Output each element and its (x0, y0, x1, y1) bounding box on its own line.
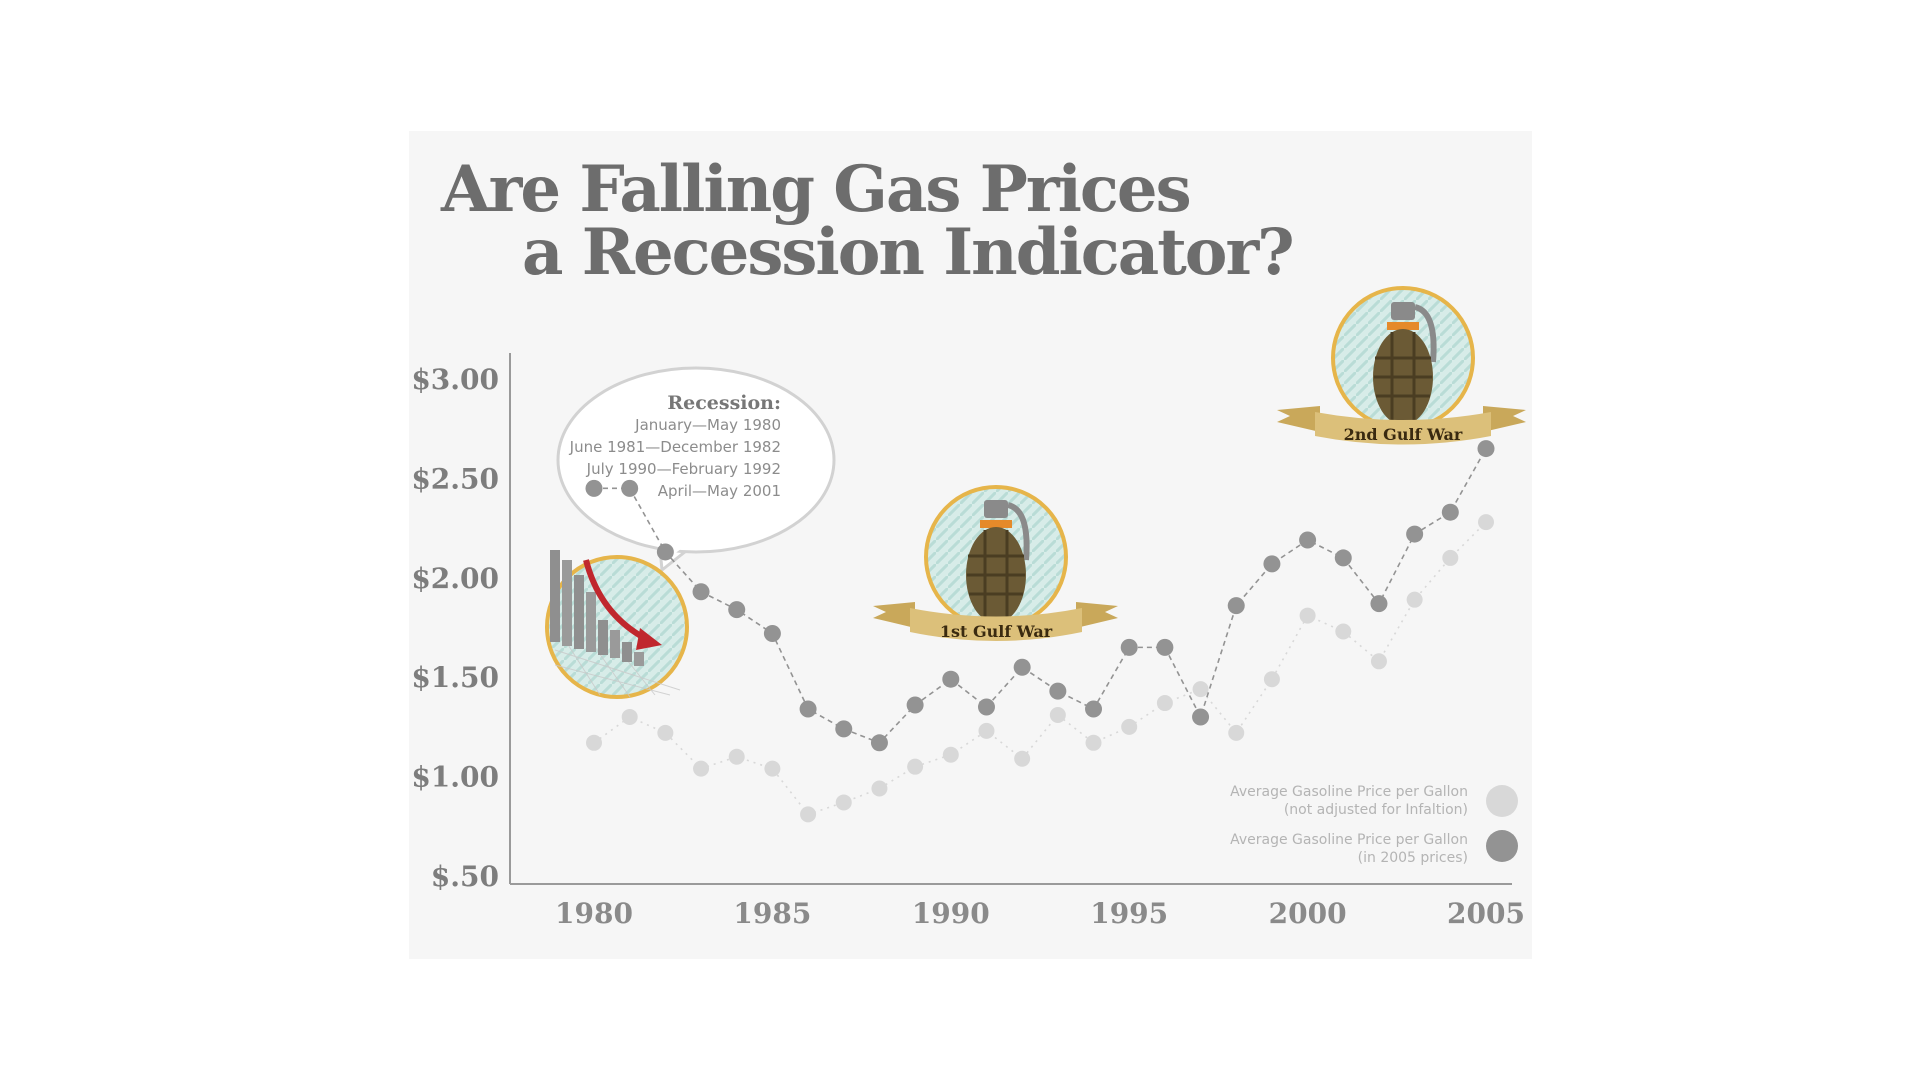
recession-period-1: January—May 1980 (634, 416, 781, 434)
nominal-price-point (728, 748, 745, 765)
legend: Average Gasoline Price per Gallon (not a… (1230, 784, 1518, 866)
grenade-icon (966, 500, 1030, 623)
y-tick-label: $2.50 (411, 462, 499, 495)
price-2005-point (1156, 638, 1174, 656)
legend-2005-line1: Average Gasoline Price per Gallon (1230, 832, 1468, 848)
x-tick-label: 1995 (1090, 897, 1168, 930)
price-2005-point (870, 734, 888, 752)
price-2005-point (1441, 503, 1459, 521)
x-tick-label: 2005 (1447, 897, 1525, 930)
x-tick-label: 2000 (1269, 897, 1347, 930)
first-gulf-war-label: 1st Gulf War (940, 622, 1053, 641)
legend-item-2005: Average Gasoline Price per Gallon (in 20… (1230, 830, 1518, 866)
nominal-price-point (978, 722, 995, 739)
series-2005-price (585, 440, 1495, 752)
legend-nominal-line2: (not adjusted for Infaltion) (1284, 802, 1468, 818)
price-2005-point (1192, 708, 1210, 726)
y-tick-labels: $.50 $1.00 $1.50 $2.00 $2.50 $3.00 (411, 363, 499, 893)
price-2005-point (1227, 597, 1245, 615)
legend-swatch-2005 (1486, 830, 1518, 862)
price-2005-point (906, 696, 924, 714)
price-2005-point (692, 583, 710, 601)
nominal-price-point (586, 734, 602, 751)
price-2005-point (1477, 440, 1495, 458)
first-gulf-war-badge: 1st Gulf War (873, 485, 1118, 641)
y-tick-label: $.50 (431, 860, 499, 893)
price-2005-point (977, 698, 995, 716)
nominal-price-point (621, 708, 638, 725)
nominal-price-point (800, 806, 817, 823)
legend-nominal-line1: Average Gasoline Price per Gallon (1230, 784, 1468, 800)
nominal-price-point (1014, 750, 1031, 767)
price-2005-point (835, 720, 853, 738)
falling-bar-chart-icon (545, 550, 689, 699)
nominal-price-point (1478, 514, 1494, 531)
price-2005-point (1406, 525, 1424, 543)
legend-2005-line2: (in 2005 prices) (1358, 850, 1468, 866)
second-gulf-war-badge: 2nd Gulf War (1277, 286, 1526, 445)
price-2005-point (656, 543, 674, 561)
price-2005-point (621, 479, 639, 497)
price-2005-point (1263, 555, 1281, 573)
nominal-price-point (693, 760, 710, 777)
nominal-price-point (1263, 671, 1280, 688)
x-tick-label: 1980 (555, 897, 633, 930)
price-2005-point (1120, 638, 1138, 656)
recession-period-2: June 1981—December 1982 (569, 438, 781, 456)
recession-speech-bubble: Recession: January—May 1980 June 1981—De… (556, 366, 836, 572)
nominal-price-point (1335, 623, 1352, 640)
page-title-line-2: a Recession Indicator? (522, 215, 1295, 290)
grenade-icon (1373, 302, 1437, 425)
price-2005-point (585, 479, 603, 497)
y-tick-label: $3.00 (411, 363, 499, 396)
price-2005-point (1085, 700, 1103, 718)
series-nominal-price (586, 514, 1494, 823)
legend-swatch-nominal (1486, 785, 1518, 817)
second-gulf-war-label: 2nd Gulf War (1344, 425, 1463, 444)
nominal-price-point (1192, 681, 1209, 698)
price-2005-point (1049, 682, 1067, 700)
nominal-price-point (1049, 706, 1066, 723)
x-tick-labels: 1980 1985 1990 1995 2000 2005 (555, 897, 1525, 930)
nominal-price-point (1228, 724, 1245, 741)
x-tick-label: 1990 (912, 897, 990, 930)
recession-period-3: July 1990—February 1992 (586, 460, 781, 478)
nominal-price-point (1406, 591, 1423, 608)
price-2005-point (942, 670, 960, 688)
nominal-price-point (1121, 718, 1138, 735)
nominal-price-point (835, 794, 852, 811)
nominal-price-point (942, 746, 959, 763)
x-tick-label: 1985 (733, 897, 811, 930)
price-2005-point (728, 601, 746, 619)
nominal-price-point (764, 760, 781, 777)
nominal-price-point (1299, 607, 1316, 624)
nominal-price-point (657, 724, 674, 741)
nominal-price-point (1370, 653, 1387, 670)
y-tick-label: $1.00 (411, 761, 499, 794)
nominal-price-point (1442, 549, 1459, 566)
nominal-price-point (1085, 734, 1102, 751)
nominal-price-point (871, 780, 888, 797)
y-tick-label: $2.00 (411, 562, 499, 595)
price-2005-point (1334, 549, 1352, 567)
price-2005-point (1299, 531, 1317, 549)
price-2005-point (799, 700, 817, 718)
nominal-price-point (907, 758, 924, 775)
price-2005-point (1370, 595, 1388, 613)
price-2005-point (763, 624, 781, 642)
y-tick-label: $1.50 (411, 661, 499, 694)
recession-heading: Recession: (667, 392, 781, 414)
nominal-price-point (1156, 695, 1173, 712)
page-title-line-1: Are Falling Gas Prices (441, 152, 1192, 227)
recession-period-4: April—May 2001 (658, 482, 781, 500)
legend-item-nominal: Average Gasoline Price per Gallon (not a… (1230, 784, 1518, 818)
price-2005-point (1013, 658, 1031, 676)
